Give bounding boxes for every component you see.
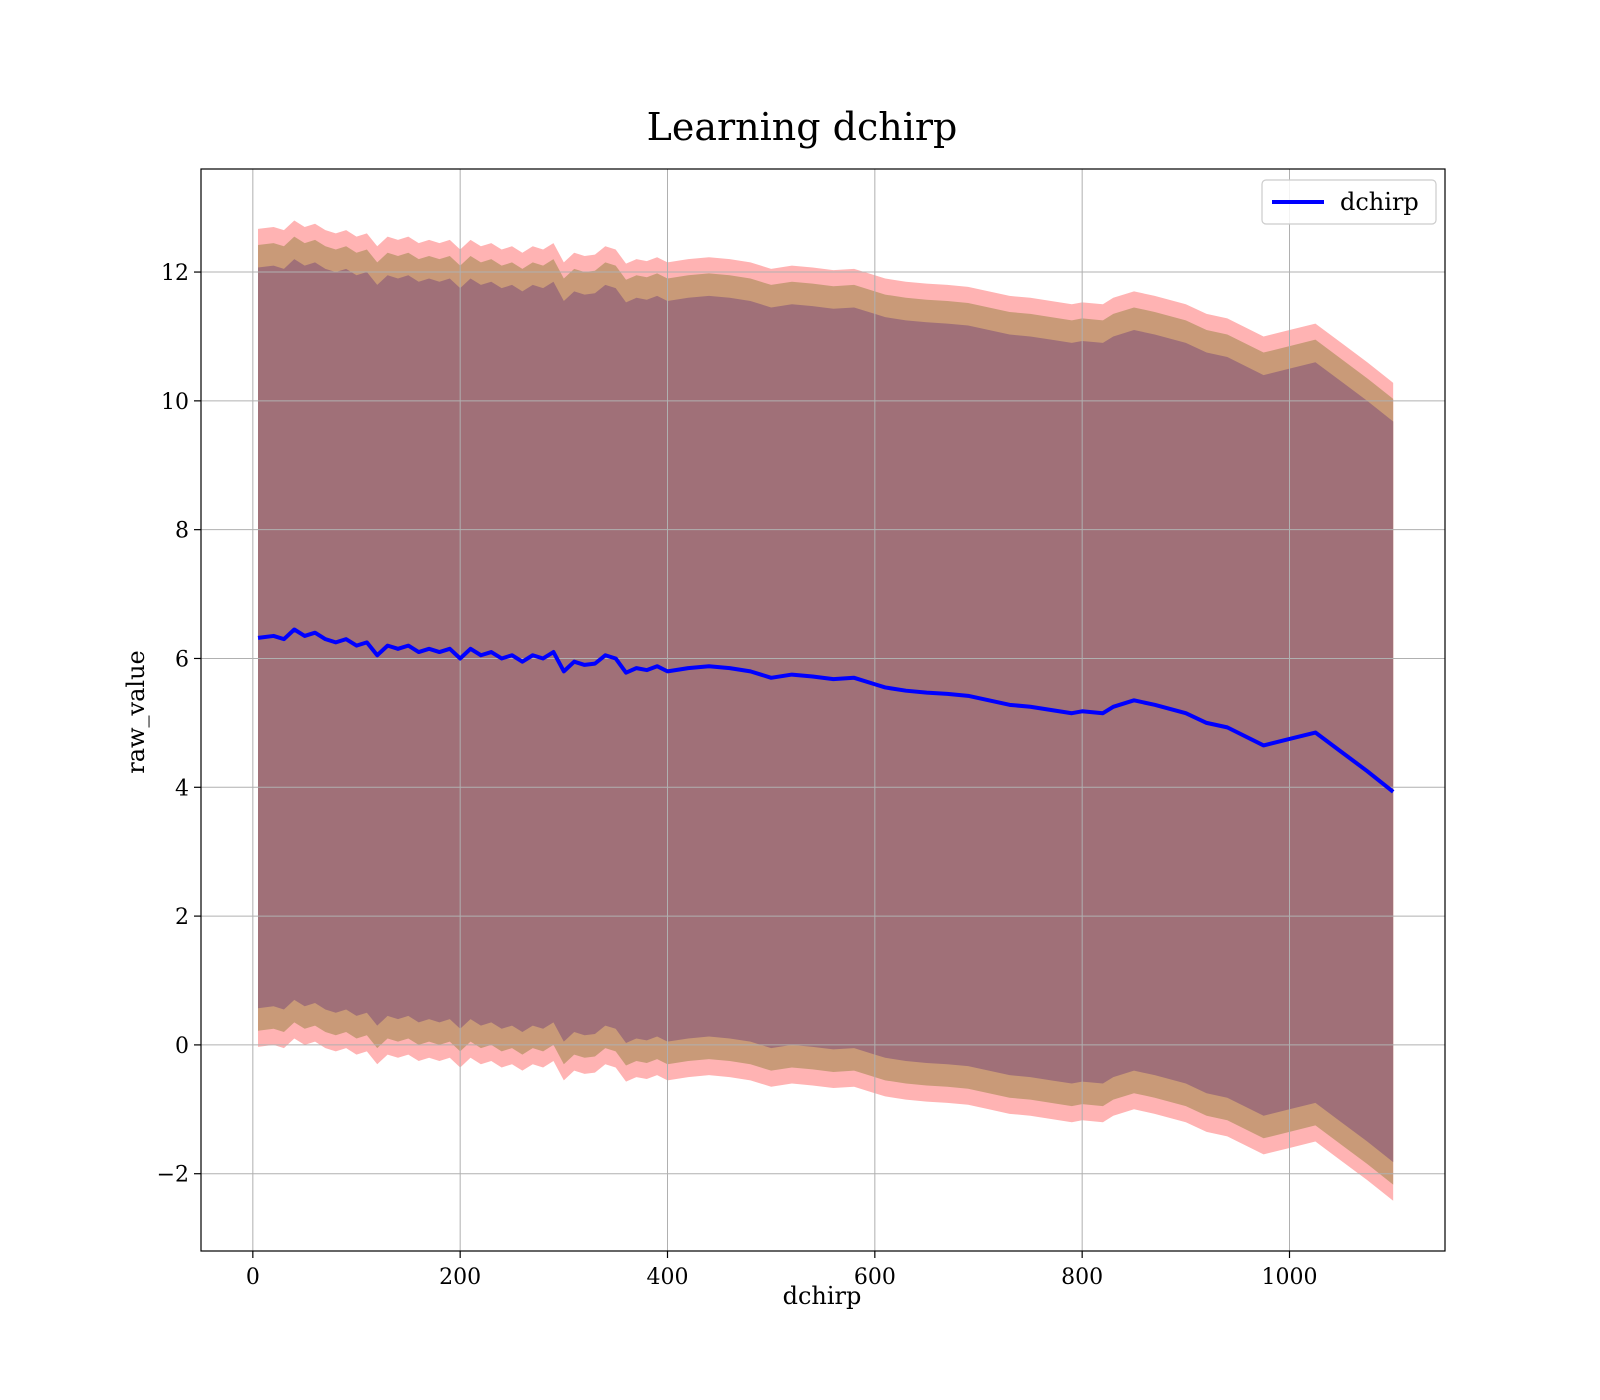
y-tick-label: 8 [175, 519, 189, 544]
x-tick-label: 200 [439, 1265, 481, 1290]
x-axis-label: dchirp [783, 1282, 862, 1310]
y-tick-label: −2 [157, 1163, 189, 1188]
y-tick-label: 10 [161, 390, 189, 415]
x-tick-label: 400 [647, 1265, 689, 1290]
y-tick-label: 12 [161, 261, 189, 286]
y-axis-label: raw_value [122, 650, 150, 774]
y-tick-label: 4 [175, 776, 189, 801]
legend: dchirp [1262, 180, 1436, 224]
x-tick-label: 1000 [1262, 1265, 1318, 1290]
confidence-bands [258, 221, 1393, 1201]
y-tick-label: 2 [175, 905, 189, 930]
y-tick-label: 6 [175, 647, 189, 672]
x-tick-label: 800 [1061, 1265, 1103, 1290]
plot-area [201, 169, 1445, 1251]
y-axis-ticks: −2 0 2 4 6 8 10 12 [157, 261, 201, 1188]
legend-label-dchirp: dchirp [1340, 188, 1419, 216]
y-tick-label: 0 [175, 1034, 189, 1059]
x-tick-label: 0 [246, 1265, 260, 1290]
chart-title: Learning dchirp [647, 105, 958, 149]
